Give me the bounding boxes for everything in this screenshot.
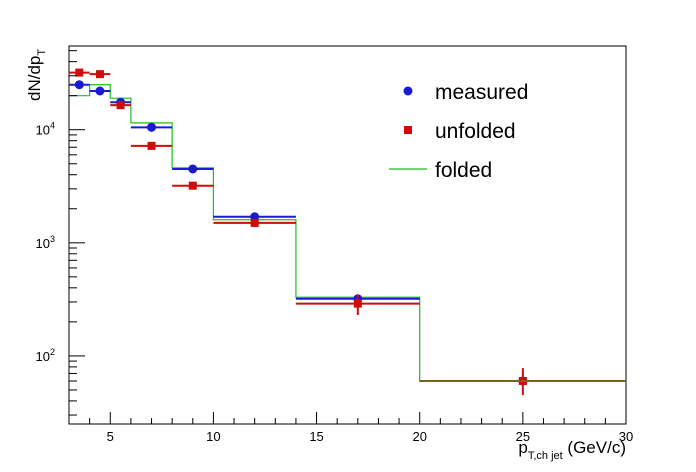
unfolded-point-4: [188, 181, 197, 190]
unfolded-point-3: [147, 141, 156, 150]
unfolded-point-1: [95, 70, 104, 79]
x-tick-label-15: 15: [309, 429, 323, 444]
x-axis-label-unit: (GeV/c): [563, 438, 626, 457]
legend-marker-measured: [403, 86, 413, 96]
y-tick-label-10000: 104: [36, 121, 55, 138]
y-tick-exponent: 4: [50, 121, 55, 131]
plot-frame: [68, 45, 627, 425]
y-tick-label-1000: 103: [36, 234, 55, 251]
x-tick-label-30: 30: [619, 429, 633, 444]
x-tick-label-5: 5: [107, 429, 114, 444]
x-axis-label-sub: T,ch jet: [528, 450, 563, 462]
y-tick-exponent: 2: [50, 347, 55, 357]
y-tick-base: 10: [36, 236, 50, 251]
y-tick-base: 10: [36, 349, 50, 364]
x-axis-label: pT,ch jet (GeV/c): [518, 438, 626, 462]
y-tick-base: 10: [36, 123, 50, 138]
y-tick-label-100: 102: [36, 347, 55, 364]
measured-point-1: [95, 86, 105, 96]
legend-label-measured: measured: [435, 81, 528, 104]
x-tick-label-20: 20: [412, 429, 426, 444]
unfolded-point-6: [353, 299, 362, 308]
x-tick-label-25: 25: [516, 429, 530, 444]
legend-label-unfolded: unfolded: [435, 120, 516, 143]
measured-point-4: [188, 164, 198, 174]
legend-marker-unfolded: [404, 126, 412, 134]
unfolded-point-0: [75, 68, 84, 77]
y-axis-label-main: dN/dp: [25, 56, 44, 101]
x-tick-label-10: 10: [206, 429, 220, 444]
unfolded-point-2: [116, 101, 125, 110]
y-axis-label: dN/dpT: [25, 49, 48, 101]
points-layer: [69, 68, 626, 396]
unfolded-point-5: [250, 218, 259, 227]
x-axis-label-main: p: [518, 438, 527, 457]
measured-point-3: [147, 122, 157, 132]
y-tick-exponent: 3: [50, 234, 55, 244]
legend-label-folded: folded: [435, 159, 492, 182]
legend: measured unfolded folded: [389, 81, 528, 182]
y-axis-label-sub: T: [36, 49, 48, 56]
measured-point-0: [74, 80, 84, 90]
